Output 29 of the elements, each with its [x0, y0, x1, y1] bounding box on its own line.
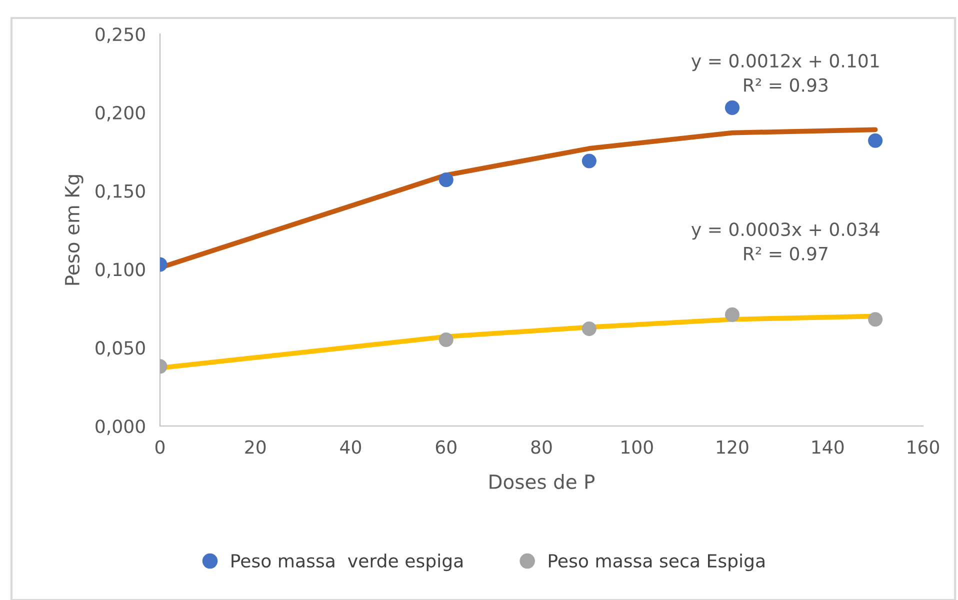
y-tick-label: 0,200: [96, 106, 145, 122]
x-tick-label: 60: [436, 440, 456, 454]
legend-label: Peso massa verde espiga: [232, 554, 462, 572]
y-tick-label: 0,150: [96, 184, 145, 200]
x-tick-label: 0: [155, 440, 165, 454]
x-tick-label: 80: [531, 440, 552, 454]
point: [724, 307, 740, 322]
x-tick-label: 100: [622, 440, 653, 454]
point: [582, 154, 596, 168]
point: [438, 172, 454, 188]
y-tick-label: 0,250: [96, 27, 145, 43]
x-tick-label: 160: [908, 440, 940, 454]
y-tick-label: 0,100: [96, 262, 145, 278]
point: [582, 322, 596, 336]
x-axis-title: Doses de P: [490, 474, 595, 490]
y-tick-label: 0,050: [96, 341, 145, 357]
point: [868, 312, 883, 327]
x-tick-label: 120: [717, 440, 748, 454]
legend-label: Peso massa seca Espiga: [548, 554, 764, 572]
y-axis-title: Peso em Kg: [65, 175, 84, 285]
point: [868, 133, 883, 148]
x-tick-label: 40: [340, 440, 362, 454]
x-tick-label: 140: [812, 440, 844, 454]
annotation: y = 0.0003x + 0.034 R² = 0.97: [691, 222, 880, 260]
point: [438, 332, 454, 348]
x-tick-label: 20: [245, 440, 266, 454]
point: [724, 100, 740, 115]
annotation: y = 0.0012x + 0.101 R² = 0.93: [691, 54, 879, 92]
y-tick-label: 0,000: [96, 419, 145, 435]
